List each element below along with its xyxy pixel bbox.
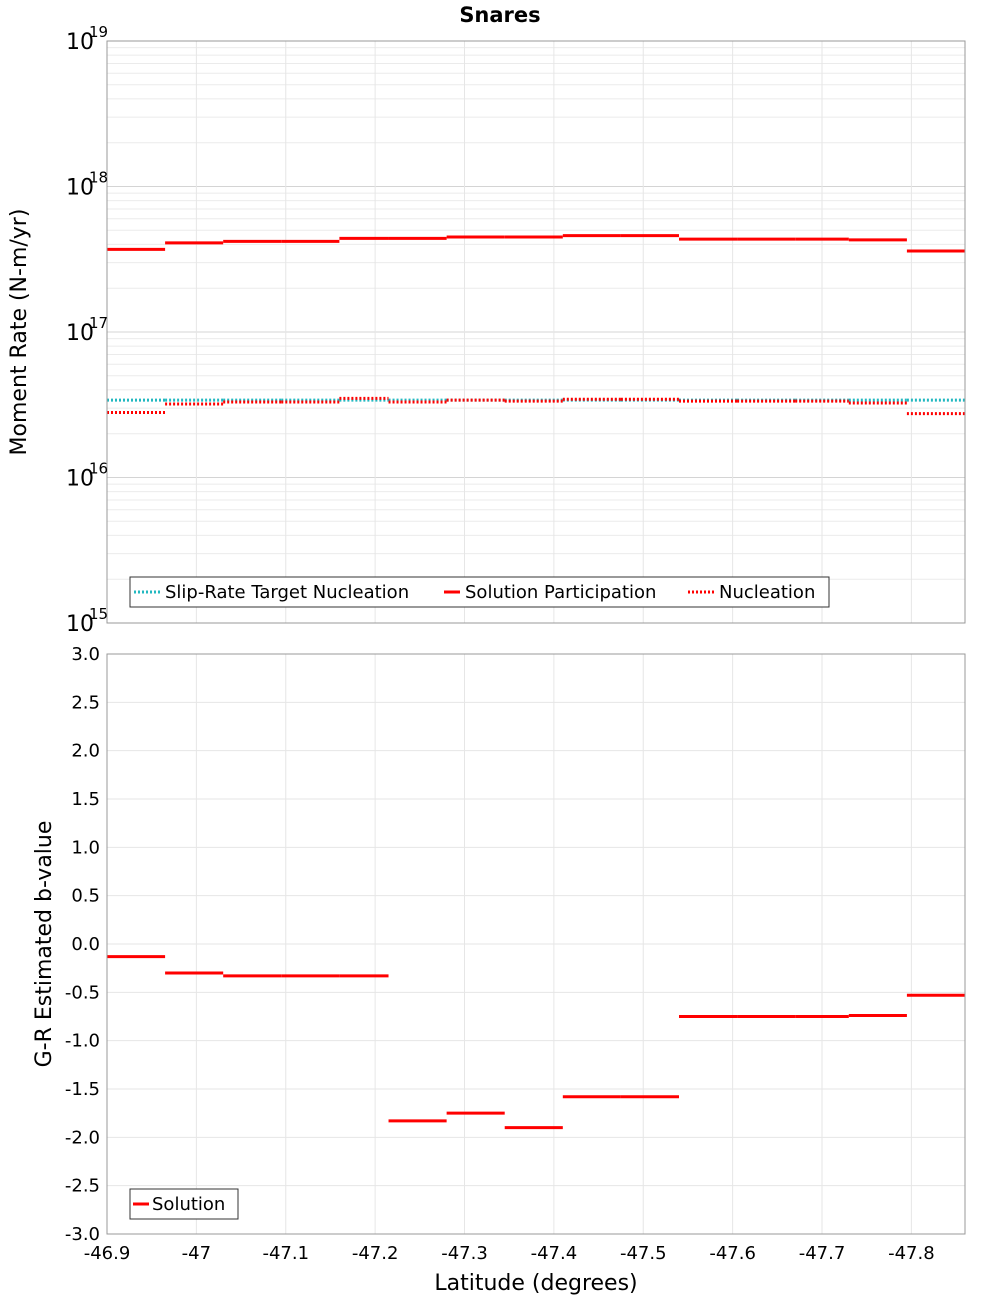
top-y-tick-exponent: 16 — [89, 460, 108, 478]
bottom-y-ticks: 3.0 2.5 2.0 1.5 1.0 0.5 0.0 -0.5 -1.0 -1.5 -2.0 -2.… — [65, 644, 100, 1245]
x-tick-label: -47.8 — [888, 1243, 935, 1264]
x-ticks: -46.9 -47 -47.1 -47.2 -47.3 -47.4 -47.5 -47.6 -4… — [84, 1243, 935, 1264]
top-legend: Slip-Rate Target Nucleation Solution Par… — [129, 576, 830, 608]
top-y-tick-label: 10 — [66, 321, 94, 346]
bottom-y-tick-label: 1.0 — [71, 837, 100, 858]
top-plot-frame — [106, 40, 966, 624]
x-tick-label: -47.3 — [441, 1243, 488, 1264]
top-plot-series — [107, 234, 965, 416]
bottom-y-tick-label: 2.5 — [71, 692, 100, 713]
x-tick-label: -47 — [182, 1243, 211, 1264]
x-tick-label: -47.7 — [799, 1243, 846, 1264]
top-y-tick-exponent: 19 — [89, 23, 108, 41]
bottom-y-tick-label: -2.0 — [65, 1127, 100, 1148]
bottom-y-tick-label: 0.0 — [71, 934, 100, 955]
x-tick-label: -47.4 — [531, 1243, 578, 1264]
bottom-y-tick-label: -2.5 — [65, 1176, 100, 1197]
x-tick-label: -47.5 — [620, 1243, 667, 1264]
x-tick-label: -47.6 — [709, 1243, 756, 1264]
bottom-legend: Solution — [129, 1188, 239, 1220]
bottom-plot-frame — [106, 653, 966, 1235]
bottom-plot-grid — [106, 653, 965, 1235]
bottom-y-tick-label: -0.5 — [65, 982, 100, 1003]
chart-title: Snares — [459, 3, 540, 27]
bottom-y-tick-label: -1.0 — [65, 1031, 100, 1052]
bottom-legend-box — [129, 1188, 239, 1220]
legend-label-target: Slip-Rate Target Nucleation — [165, 582, 409, 603]
top-plot-grid — [106, 40, 965, 624]
top-y-tick-label: 10 — [66, 176, 94, 201]
top-y-tick-exponent: 18 — [89, 169, 108, 187]
top-y-tick-label: 10 — [66, 30, 94, 55]
top-y-tick-label: 10 — [66, 467, 94, 492]
bottom-y-tick-label: 3.0 — [71, 644, 100, 665]
legend-label-solution: Solution — [152, 1194, 225, 1215]
x-tick-label: -47.2 — [352, 1243, 399, 1264]
top-y-tick-exponent: 17 — [89, 314, 108, 332]
bottom-y-tick-label: 0.5 — [71, 886, 100, 907]
legend-label-participation: Solution Participation — [465, 582, 656, 603]
bottom-y-tick-label: 1.5 — [71, 789, 100, 810]
x-axis-label: Latitude (degrees) — [434, 1271, 637, 1296]
top-y-tick-label: 10 — [66, 612, 94, 637]
bottom-plot-series — [107, 955, 965, 1130]
bottom-y-tick-label: -1.5 — [65, 1079, 100, 1100]
x-tick-label: -47.1 — [262, 1243, 309, 1264]
bottom-y-axis-label: G-R Estimated b-value — [32, 821, 57, 1068]
bottom-y-tick-label: -3.0 — [65, 1224, 100, 1245]
x-tick-label: -46.9 — [84, 1243, 131, 1264]
top-y-tick-exponent: 15 — [89, 605, 108, 623]
top-y-axis-label: Moment Rate (N-m/yr) — [7, 209, 32, 456]
legend-label-nucleation: Nucleation — [719, 582, 815, 603]
bottom-y-tick-label: 2.0 — [71, 741, 100, 762]
